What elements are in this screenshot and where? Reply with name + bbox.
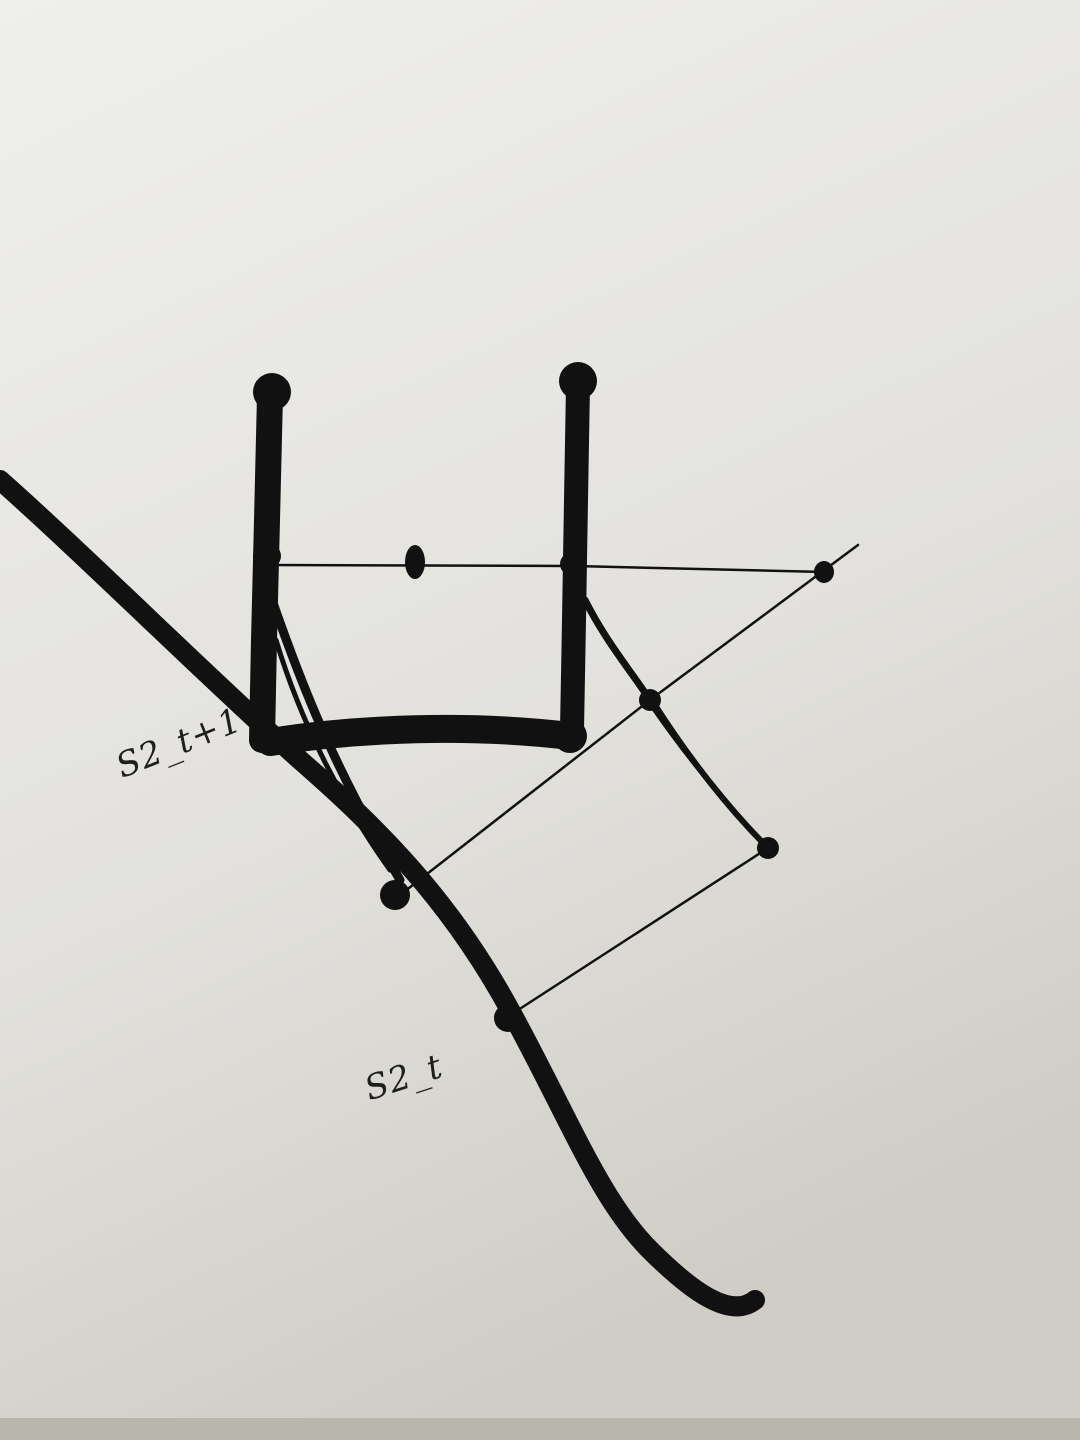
left-post-mid-node [253,543,281,569]
right-post-mid-node [560,552,586,576]
left-post-top-node [253,373,291,411]
right-shaded-stroke [581,596,654,704]
right-node [757,837,779,859]
left-shaded-stroke [267,595,405,885]
bottom-bar [256,714,584,756]
lower-thin-line [513,846,770,1014]
left-shaded-stroke-2 [273,637,393,873]
table-edge [0,1418,1080,1440]
curve-node-lower [494,1004,522,1032]
left-post [249,382,283,753]
right-post-top-node [559,362,597,400]
main-diagonal-curve [0,470,765,1317]
middle-node [639,689,661,711]
far-right-node [814,561,834,583]
line-mid-node [405,545,425,579]
bottom-bar-right-node [553,719,587,753]
right-lens-stroke-2 [650,706,767,847]
curve-node-upper [380,880,410,910]
